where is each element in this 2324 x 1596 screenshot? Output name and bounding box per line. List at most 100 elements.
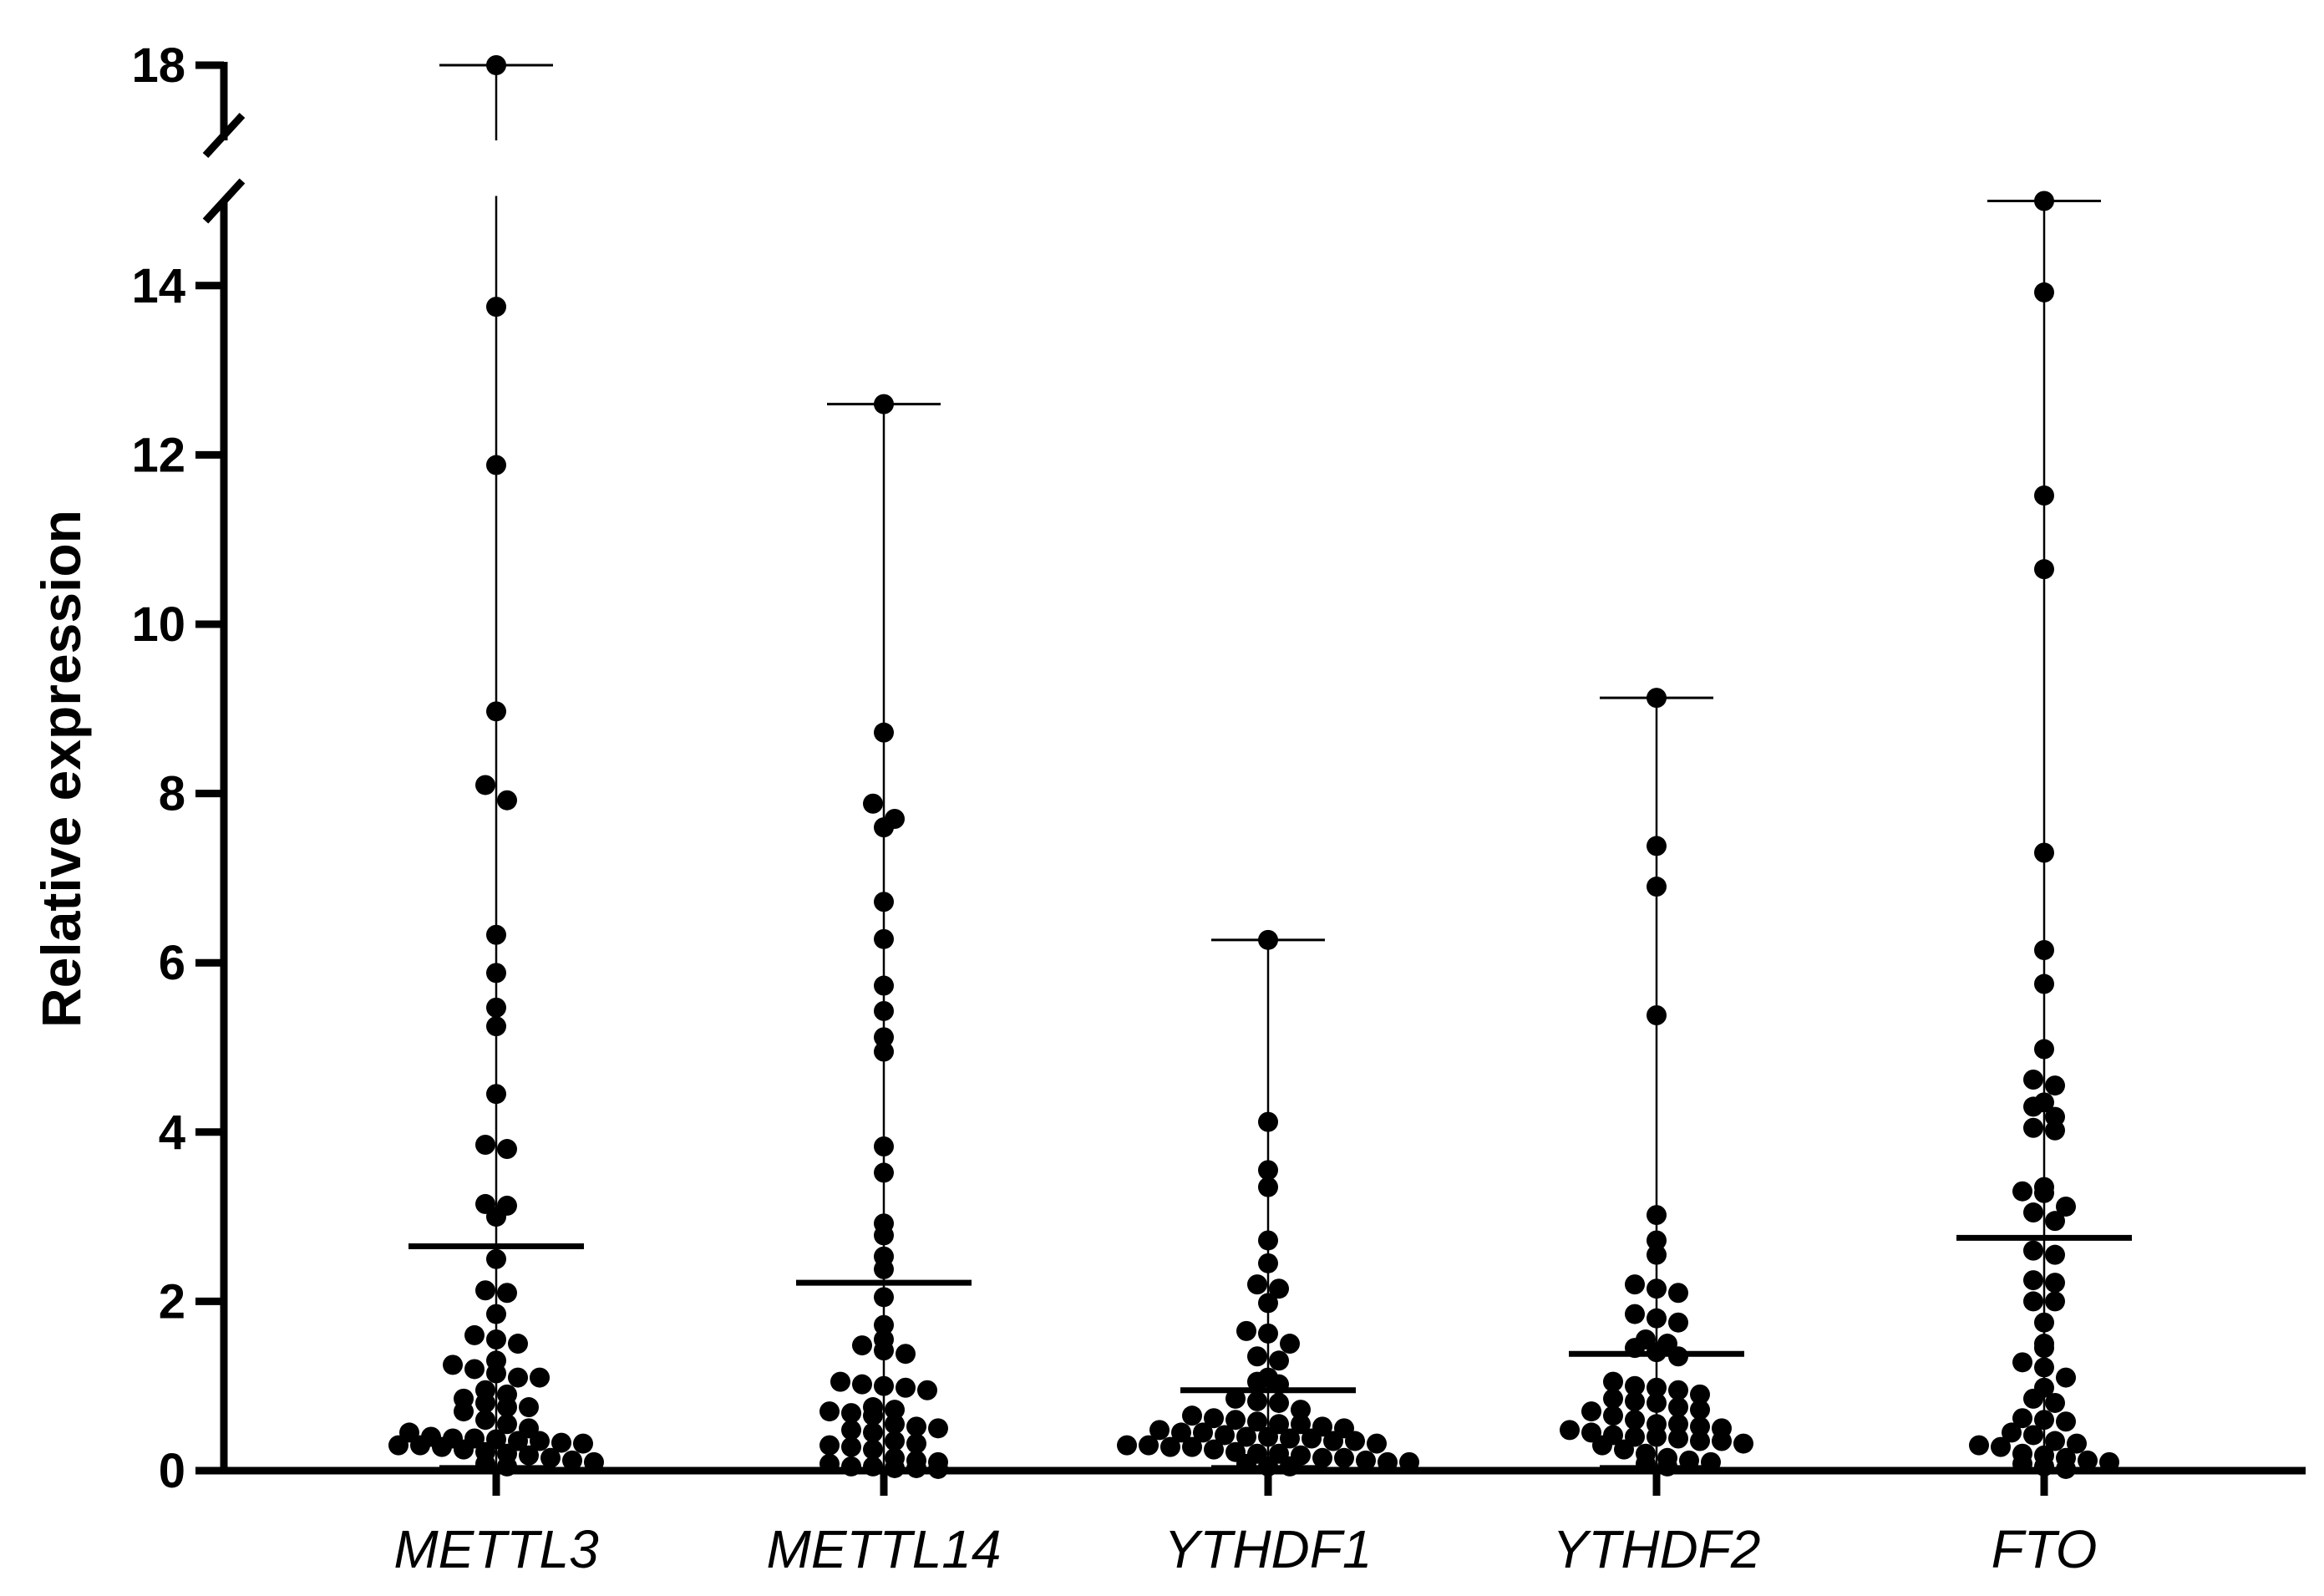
data-point-ythdf1-28	[1182, 1405, 1202, 1426]
data-point-ythdf2-8	[1560, 1420, 1580, 1441]
data-point-ythdf1-31	[1247, 1411, 1267, 1432]
y-tick-label-12: 12	[131, 428, 185, 482]
data-point-fto-27	[2045, 1291, 2065, 1312]
data-point-fto-36	[2056, 1196, 2076, 1217]
data-point-mettl3-55	[497, 790, 517, 811]
data-point-mettl3-16	[486, 1429, 506, 1450]
data-point-fto-51	[2034, 282, 2054, 302]
data-point-ythdf2-9	[1581, 1422, 1601, 1443]
data-point-mettl14-9	[885, 1447, 905, 1468]
data-point-fto-44	[2045, 1075, 2065, 1096]
data-point-mettl14-25	[852, 1374, 872, 1395]
data-point-fto-25	[2034, 1312, 2054, 1333]
data-point-ythdf1-4	[1139, 1435, 1159, 1456]
data-point-fto-41	[2045, 1106, 2065, 1127]
data-point-ythdf1-42	[1258, 1367, 1278, 1388]
data-point-ythdf1-10	[1269, 1443, 1289, 1464]
x-tick-label-fto: FTO	[1992, 1519, 2098, 1579]
data-point-fto-37	[2034, 1177, 2054, 1197]
data-point-fto-45	[2034, 1039, 2054, 1060]
data-point-fto-38	[2023, 1117, 2043, 1138]
y-tick-label-14: 14	[131, 259, 185, 313]
data-point-fto-12	[2045, 1431, 2065, 1451]
data-point-mettl14-42	[874, 1027, 894, 1048]
data-point-mettl3-49	[486, 1084, 506, 1105]
data-point-ythdf2-45	[1647, 1244, 1667, 1265]
data-point-ythdf2-43	[1647, 1278, 1667, 1299]
data-point-mettl14-34	[874, 1287, 894, 1308]
data-point-ythdf1-7	[1204, 1439, 1224, 1460]
data-point-ythdf1-50	[1269, 1278, 1289, 1299]
data-point-ythdf1-49	[1247, 1274, 1267, 1295]
data-point-ythdf2-21	[1668, 1414, 1688, 1435]
data-point-ythdf2-17	[1581, 1401, 1601, 1422]
data-point-mettl14-26	[874, 1375, 894, 1396]
data-point-mettl3-57	[486, 455, 506, 475]
data-point-mettl3-39	[508, 1334, 528, 1355]
data-point-ythdf2-49	[1647, 877, 1667, 897]
data-point-mettl14-17	[841, 1403, 861, 1424]
data-point-fto-7	[2056, 1447, 2076, 1468]
data-point-mettl3-50	[486, 1016, 506, 1037]
data-point-mettl14-49	[885, 808, 905, 829]
data-point-ythdf1-27	[1367, 1433, 1387, 1454]
data-point-ythdf2-42	[1625, 1274, 1645, 1295]
data-point-ythdf1-19	[1193, 1422, 1213, 1443]
data-point-mettl14-8	[863, 1439, 883, 1460]
labels: 0 2 4 6 8 10 12 14 18 METTL3 METTL14 YTHDF1 YTHDF2 FT…	[131, 38, 2097, 1579]
data-point-mettl3-35	[530, 1367, 550, 1388]
data-point-ythdf2-51	[1647, 688, 1667, 709]
y-tick-label-4: 4	[159, 1106, 185, 1160]
data-point-ythdf2-20	[1647, 1414, 1667, 1435]
data-point-mettl3-29	[475, 1380, 495, 1400]
data-point-fto-20	[2012, 1352, 2032, 1373]
data-point-ythdf1-5	[1160, 1436, 1180, 1457]
data-point-mettl3-36	[486, 1350, 506, 1371]
data-point-ythdf1-16	[1399, 1451, 1419, 1472]
data-point-ythdf2-25	[1625, 1390, 1645, 1411]
data-point-ythdf2-48	[1647, 1005, 1667, 1026]
data-point-ythdf1-55	[1258, 1111, 1278, 1132]
data-point-mettl3-15	[464, 1428, 485, 1449]
data-point-ythdf1-15	[1378, 1451, 1398, 1472]
data-point-ythdf1-30	[1225, 1410, 1246, 1431]
data-point-fto-8	[2078, 1450, 2098, 1471]
data-point-mettl14-40	[874, 1136, 894, 1157]
data-point-fto-14	[2012, 1408, 2032, 1429]
y-tick-label-0: 0	[159, 1444, 185, 1498]
data-point-mettl3-38	[486, 1329, 506, 1349]
data-point-ythdf1-37	[1247, 1390, 1267, 1411]
data-point-fto-50	[2034, 485, 2054, 506]
data-point-fto-10	[2002, 1422, 2022, 1443]
data-point-fto-15	[2034, 1410, 2054, 1431]
data-point-ythdf1-18	[1171, 1422, 1191, 1443]
data-point-mettl3-11	[584, 1451, 604, 1472]
data-point-mettl14-13	[863, 1422, 883, 1443]
data-point-mettl14-23	[885, 1400, 905, 1421]
data-point-ythdf2-23	[1712, 1418, 1732, 1439]
data-point-mettl3-47	[475, 1134, 495, 1155]
data-point-ythdf2-30	[1625, 1375, 1645, 1396]
data-point-ythdf1-33	[1291, 1414, 1311, 1435]
data-point-mettl14-38	[874, 1213, 894, 1234]
data-point-ythdf2-29	[1603, 1371, 1623, 1392]
data-point-mettl14-46	[874, 892, 894, 912]
data-point-ythdf2-4	[1636, 1443, 1656, 1464]
data-point-ythdf1-43	[1247, 1346, 1267, 1367]
data-point-mettl3-10	[562, 1450, 582, 1471]
data-point-fto-3	[1969, 1435, 1989, 1456]
data-point-mettl14-16	[819, 1401, 840, 1422]
data-point-mettl14-33	[874, 1314, 894, 1335]
data-point-mettl14-51	[874, 394, 894, 414]
data-point-mettl3-34	[508, 1367, 528, 1388]
data-point-ythdf2-44	[1668, 1283, 1688, 1304]
data-point-ythdf1-51	[1258, 1253, 1278, 1273]
data-point-ythdf2-37	[1636, 1329, 1656, 1349]
data-point-ythdf1-52	[1258, 1230, 1278, 1251]
data-point-fto-13	[2067, 1433, 2087, 1454]
data-point-fto-5	[2012, 1443, 2032, 1464]
data-point-mettl14-21	[928, 1418, 948, 1439]
data-point-ythdf1-20	[1215, 1425, 1235, 1446]
data-point-fto-32	[2023, 1202, 2043, 1223]
data-point-ythdf2-13	[1668, 1428, 1688, 1449]
